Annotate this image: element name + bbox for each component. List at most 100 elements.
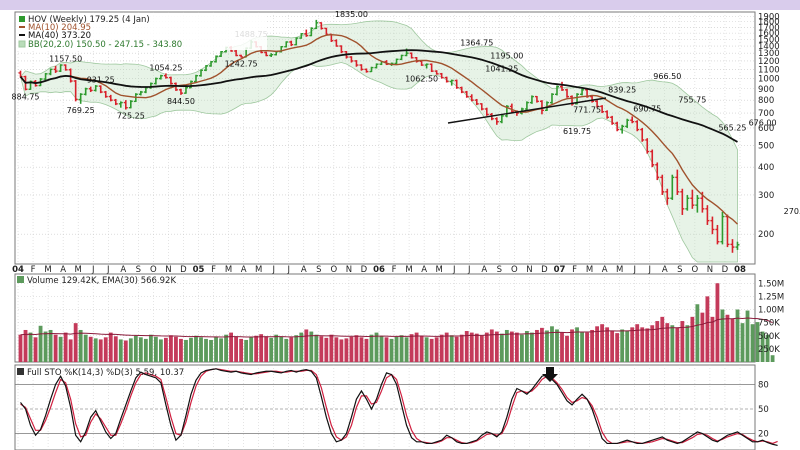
volume-bar — [239, 338, 244, 362]
price-bar — [294, 37, 299, 46]
volume-bar — [58, 336, 63, 362]
price-bar — [58, 64, 63, 73]
price-y-axis: 1900180017001600150014001300120011001000… — [758, 13, 780, 241]
price-bar — [399, 54, 404, 61]
volume-y-axis: 1.50M 1.25M 1.00M 750K 500K 250K — [758, 279, 784, 355]
volume-bar — [164, 337, 168, 362]
volume-bar — [474, 333, 479, 362]
x-axis: 04 F M A M J J A S O N D 05 F M A M J J A S O N D 06 F M A M J J A S O N D 0… — [12, 265, 746, 275]
volume-bar — [88, 336, 93, 362]
x-tick-label: D — [361, 265, 368, 275]
price-tick-label: 1000 — [758, 75, 780, 85]
price-bar — [620, 124, 625, 134]
volume-bar — [349, 336, 354, 362]
volume-bar — [209, 339, 213, 362]
volume-bar — [179, 338, 183, 362]
price-bar — [199, 69, 204, 77]
x-tick-label: F — [31, 265, 36, 275]
volume-bar — [118, 339, 123, 362]
down-arrow-icon — [542, 367, 558, 382]
price-bar — [264, 51, 269, 57]
price-bar — [153, 77, 158, 85]
price-tick-label: 800 — [758, 96, 774, 106]
volume-bar — [550, 326, 554, 362]
price-tick-label: 1400 — [758, 42, 780, 52]
volume-bar — [610, 331, 615, 362]
volume-bar — [98, 339, 103, 362]
x-tick-label: A — [481, 265, 487, 275]
volume-bar — [389, 338, 394, 362]
volume-bar — [384, 337, 389, 362]
volume-bar — [279, 336, 284, 362]
price-annotation: 884.75 — [12, 92, 40, 101]
volume-bar — [68, 339, 73, 362]
volume-bar — [770, 355, 775, 362]
price-tick-label: 1200 — [758, 57, 780, 67]
price-bar — [680, 188, 685, 215]
price-bar — [464, 90, 469, 98]
volume-bar — [530, 332, 534, 362]
price-tick-label: 1600 — [758, 29, 780, 39]
price-annotation: 931.25 — [87, 75, 115, 84]
volume-bar — [264, 336, 269, 362]
legend-ma40: MA(40) 373.20 — [28, 31, 91, 41]
volume-bar — [133, 335, 138, 362]
price-bar — [615, 121, 620, 132]
volume-bar — [28, 332, 33, 362]
volume-bar — [525, 331, 529, 362]
price-tick-label: 700 — [758, 109, 774, 119]
x-tick-label: O — [331, 265, 338, 275]
price-bar — [209, 60, 214, 67]
volume-bar — [434, 337, 439, 362]
x-tick-label: F — [392, 265, 397, 275]
volume-bar — [700, 312, 705, 362]
price-bar — [319, 22, 324, 30]
price-bar — [364, 68, 369, 73]
volume-bar — [18, 334, 23, 362]
volume-bar — [404, 337, 409, 362]
x-tick-label: J — [271, 265, 275, 275]
price-bar — [419, 60, 424, 66]
price-bar — [314, 19, 319, 30]
price-bar — [635, 120, 640, 132]
volume-bar — [419, 336, 424, 362]
price-annotation: 966.50 — [653, 72, 681, 81]
price-bar — [549, 93, 554, 104]
x-tick-label: J — [106, 265, 110, 275]
volume-bar — [148, 334, 153, 362]
price-annotation: 1835.00 — [335, 10, 368, 19]
x-tick-label: 05 — [193, 265, 205, 275]
volume-bar — [489, 329, 494, 362]
x-tick-label: A — [301, 265, 307, 275]
x-tick-label: 08 — [734, 265, 746, 275]
price-bar — [580, 88, 585, 96]
volume-bar — [184, 339, 188, 362]
price-bar — [600, 105, 605, 114]
x-tick-label: O — [150, 265, 157, 275]
volume-bar — [304, 329, 309, 362]
price-bar — [309, 27, 314, 37]
volume-bar — [254, 335, 259, 362]
price-bar — [43, 72, 48, 81]
price-tick-label: 1100 — [758, 65, 780, 75]
volume-tick-label: 500K — [758, 332, 780, 342]
price-annotation: 1195.00 — [490, 51, 523, 60]
volume-bar — [83, 334, 88, 362]
price-bar — [660, 174, 665, 195]
volume-bar — [23, 329, 28, 362]
price-annotation: 769.25 — [67, 106, 95, 115]
volume-bar — [444, 332, 449, 362]
price-tick-label: 1700 — [758, 23, 780, 33]
price-bar — [484, 107, 489, 116]
volume-bar — [108, 332, 113, 362]
volume-bar — [189, 337, 193, 362]
price-bar — [73, 80, 78, 102]
x-tick-label: S — [136, 265, 141, 275]
stochastic-tick-label: 20 — [758, 430, 769, 440]
volume-bar — [359, 337, 364, 362]
x-tick-label: J — [91, 265, 95, 275]
price-bar — [449, 79, 454, 86]
price-bar — [409, 52, 414, 59]
legend-swatch-price — [19, 16, 25, 22]
volume-bar — [399, 335, 404, 362]
